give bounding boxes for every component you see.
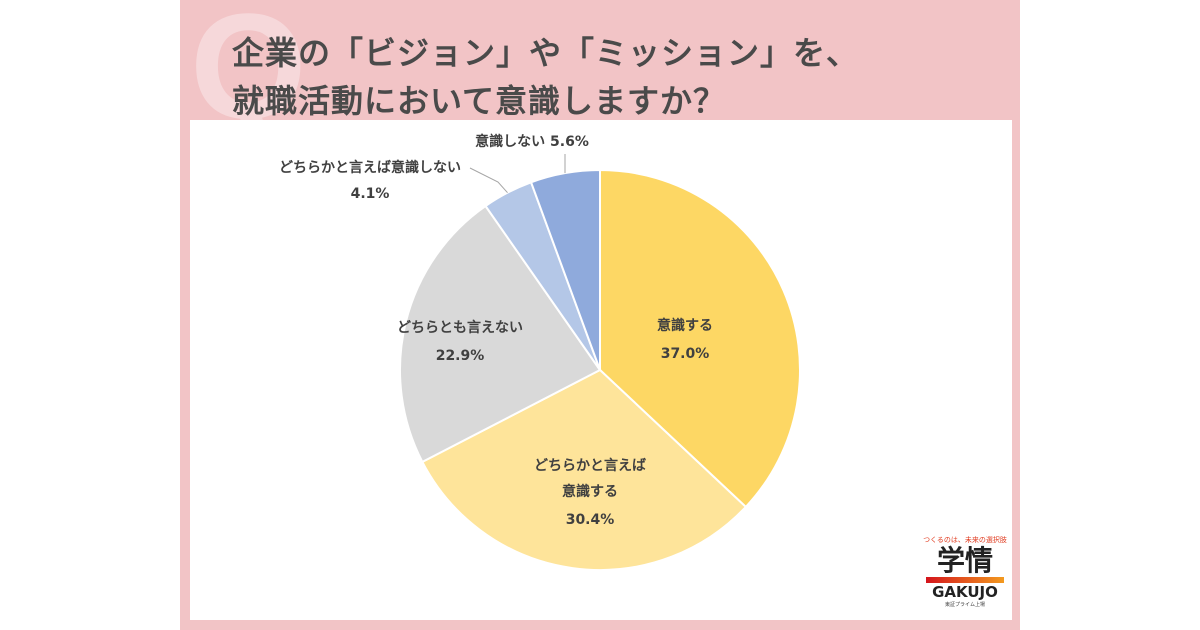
logo-name: GAKUJO — [932, 583, 998, 601]
slice-value-label: 30.4% — [566, 512, 615, 528]
chart-title-line2: 就職活動において意識しますか？ — [232, 82, 727, 120]
logo-tagline: つくるのは、未来の選択肢 — [923, 536, 1007, 544]
slice-label: 意識する — [562, 483, 618, 500]
logo-kanji: 学情 — [936, 544, 993, 577]
pie-slice — [599, 168, 801, 509]
pie-slice — [399, 204, 602, 464]
logo-sub: 東証プライム上場 — [945, 602, 985, 608]
logo-bar — [926, 577, 1004, 583]
slice-value-label: 37.0% — [661, 346, 710, 362]
chart-title-line1: 企業の「ビジョン」や「ミッション」を、 — [232, 34, 860, 72]
slice-value-label: 22.9% — [436, 348, 485, 364]
pie-slice — [421, 368, 748, 571]
slice-label: どちらとも言えない — [397, 319, 523, 336]
leader-line — [469, 167, 508, 193]
gakujo-logo: つくるのは、未来の選択肢 学情 GAKUJO 東証プライム上場 — [918, 535, 1012, 608]
slice-label: どちらかと言えば意識しない — [279, 159, 461, 176]
slice-label: 意識しない 5.6% — [475, 133, 589, 150]
slice-value-label: 4.1% — [351, 186, 390, 202]
slice-label: どちらかと言えば — [534, 457, 646, 474]
slice-label: 意識する — [657, 317, 713, 334]
